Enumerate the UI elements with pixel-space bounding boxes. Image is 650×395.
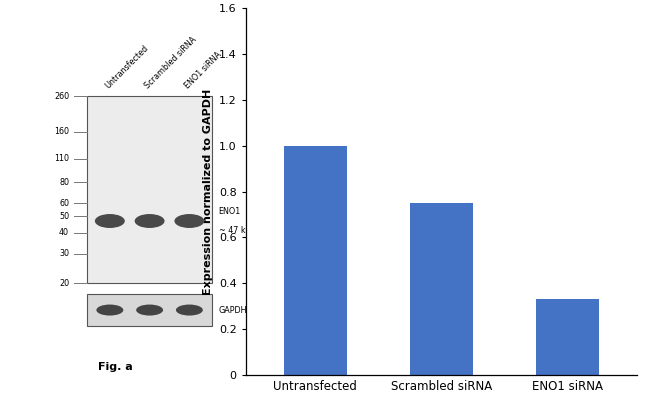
- Bar: [283, 146, 346, 375]
- Text: Scrambled siRNA: Scrambled siRNA: [143, 35, 199, 90]
- Text: GAPDH: GAPDH: [218, 306, 247, 314]
- Ellipse shape: [96, 305, 124, 316]
- Text: 50: 50: [59, 212, 69, 221]
- Text: 60: 60: [59, 199, 69, 208]
- Text: 30: 30: [59, 249, 69, 258]
- Ellipse shape: [135, 214, 164, 228]
- Text: 40: 40: [59, 228, 69, 237]
- Text: 80: 80: [59, 178, 69, 187]
- Text: ENO1: ENO1: [218, 207, 241, 216]
- Bar: [88, 294, 212, 325]
- Text: Untransfected: Untransfected: [103, 44, 150, 90]
- Bar: [88, 96, 212, 284]
- Text: 160: 160: [54, 127, 69, 136]
- Ellipse shape: [174, 214, 204, 228]
- Ellipse shape: [95, 214, 125, 228]
- Text: 20: 20: [59, 279, 69, 288]
- Ellipse shape: [176, 305, 203, 316]
- Text: ENO1 siRNA: ENO1 siRNA: [183, 50, 224, 90]
- Text: 260: 260: [54, 92, 69, 101]
- Y-axis label: Expression normalized to GAPDH: Expression normalized to GAPDH: [203, 88, 213, 295]
- Text: ~ 47 kDa: ~ 47 kDa: [218, 226, 256, 235]
- Bar: [410, 203, 473, 375]
- Text: Fig. a: Fig. a: [98, 361, 133, 372]
- Ellipse shape: [136, 305, 163, 316]
- Bar: [536, 299, 599, 375]
- Text: 110: 110: [54, 154, 69, 164]
